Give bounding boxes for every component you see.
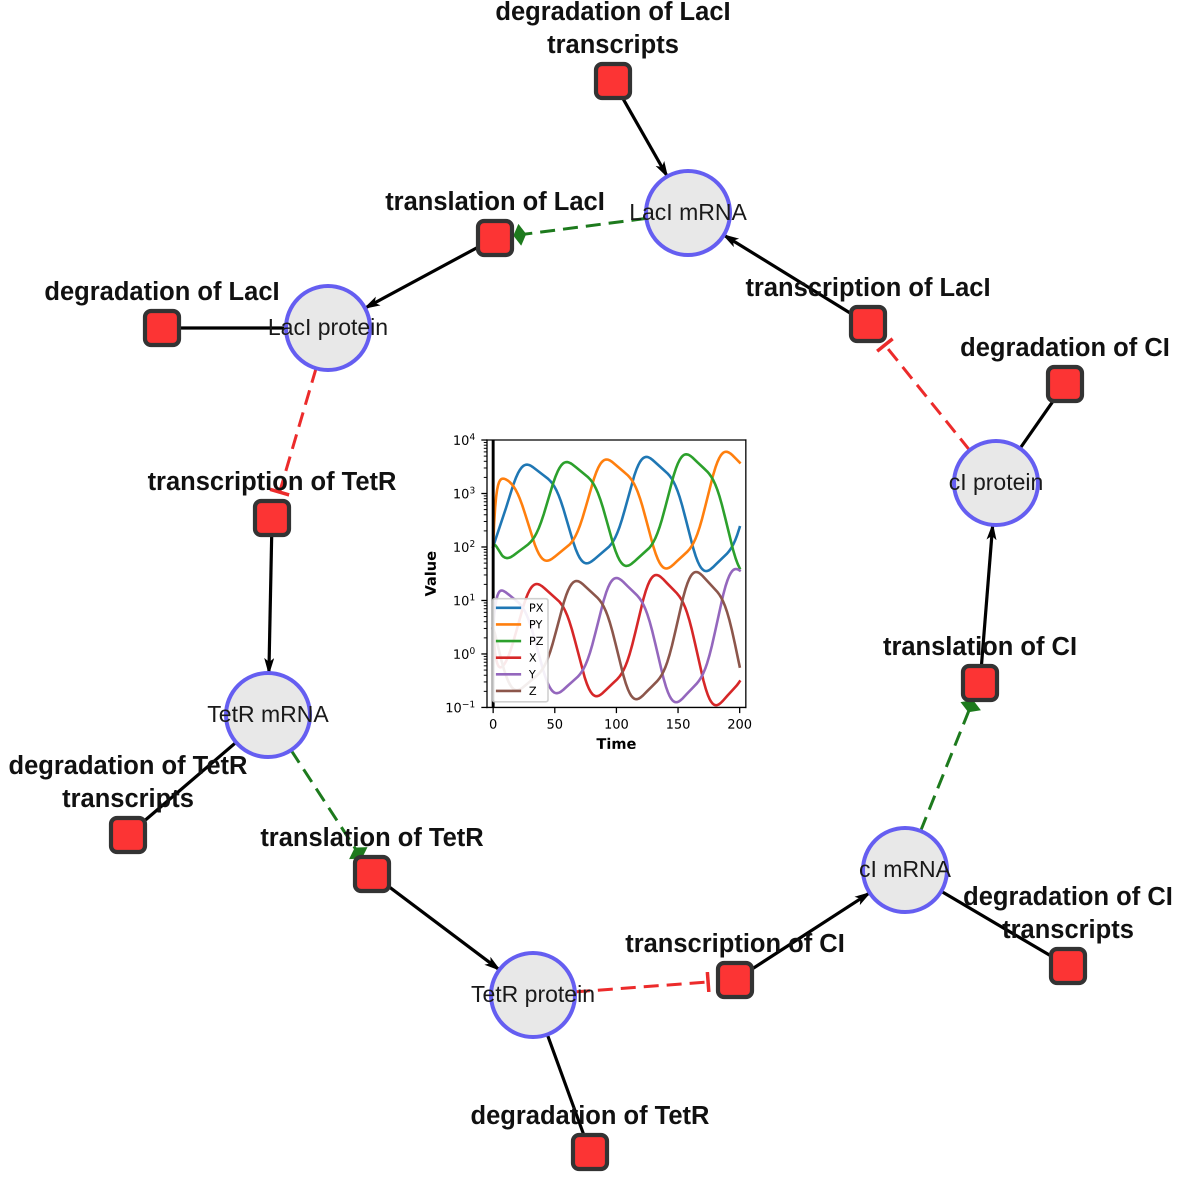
svg-text:degradation of LacI: degradation of LacI xyxy=(495,0,730,26)
svg-text:transcripts: transcripts xyxy=(1002,916,1134,944)
svg-text:degradation of CI: degradation of CI xyxy=(960,334,1170,362)
svg-text:cI mRNA: cI mRNA xyxy=(859,856,952,882)
svg-text:translation of CI: translation of CI xyxy=(883,633,1077,661)
svg-text:transcription of CI: transcription of CI xyxy=(625,930,845,958)
svg-text:TetR mRNA: TetR mRNA xyxy=(207,701,329,727)
svg-text:degradation of CI: degradation of CI xyxy=(963,883,1173,911)
svg-text:LacI mRNA: LacI mRNA xyxy=(629,199,747,225)
svg-text:degradation of TetR: degradation of TetR xyxy=(9,752,248,780)
svg-text:transcripts: transcripts xyxy=(547,31,679,59)
svg-text:degradation of TetR: degradation of TetR xyxy=(471,1102,710,1130)
svg-text:transcription of LacI: transcription of LacI xyxy=(745,274,990,302)
svg-text:degradation of LacI: degradation of LacI xyxy=(44,278,279,306)
svg-text:TetR protein: TetR protein xyxy=(471,981,595,1007)
svg-text:transcription of TetR: transcription of TetR xyxy=(148,468,397,496)
svg-text:transcripts: transcripts xyxy=(62,785,194,813)
svg-text:LacI protein: LacI protein xyxy=(268,314,388,340)
svg-text:translation of LacI: translation of LacI xyxy=(385,188,605,216)
svg-text:translation of TetR: translation of TetR xyxy=(260,824,483,852)
svg-text:cI protein: cI protein xyxy=(949,469,1044,495)
